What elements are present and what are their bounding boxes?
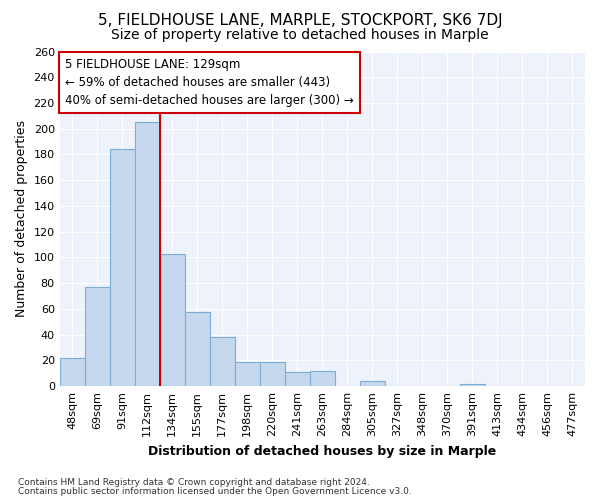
Bar [135,122,160,386]
Text: Size of property relative to detached houses in Marple: Size of property relative to detached ho… [111,28,489,42]
Bar [260,362,285,386]
Text: Contains public sector information licensed under the Open Government Licence v3: Contains public sector information licen… [18,486,412,496]
Bar [360,381,385,386]
Y-axis label: Number of detached properties: Number of detached properties [15,120,28,318]
Bar [210,338,235,386]
Bar [85,287,110,386]
Bar [285,372,310,386]
Bar [235,362,260,386]
Text: 5, FIELDHOUSE LANE, MARPLE, STOCKPORT, SK6 7DJ: 5, FIELDHOUSE LANE, MARPLE, STOCKPORT, S… [98,12,502,28]
Bar [160,254,185,386]
Bar [59,358,85,386]
Bar [110,150,135,386]
Bar [310,370,335,386]
Bar [460,384,485,386]
Bar [185,312,210,386]
X-axis label: Distribution of detached houses by size in Marple: Distribution of detached houses by size … [148,444,496,458]
Text: Contains HM Land Registry data © Crown copyright and database right 2024.: Contains HM Land Registry data © Crown c… [18,478,370,487]
Text: 5 FIELDHOUSE LANE: 129sqm
← 59% of detached houses are smaller (443)
40% of semi: 5 FIELDHOUSE LANE: 129sqm ← 59% of detac… [65,58,353,107]
